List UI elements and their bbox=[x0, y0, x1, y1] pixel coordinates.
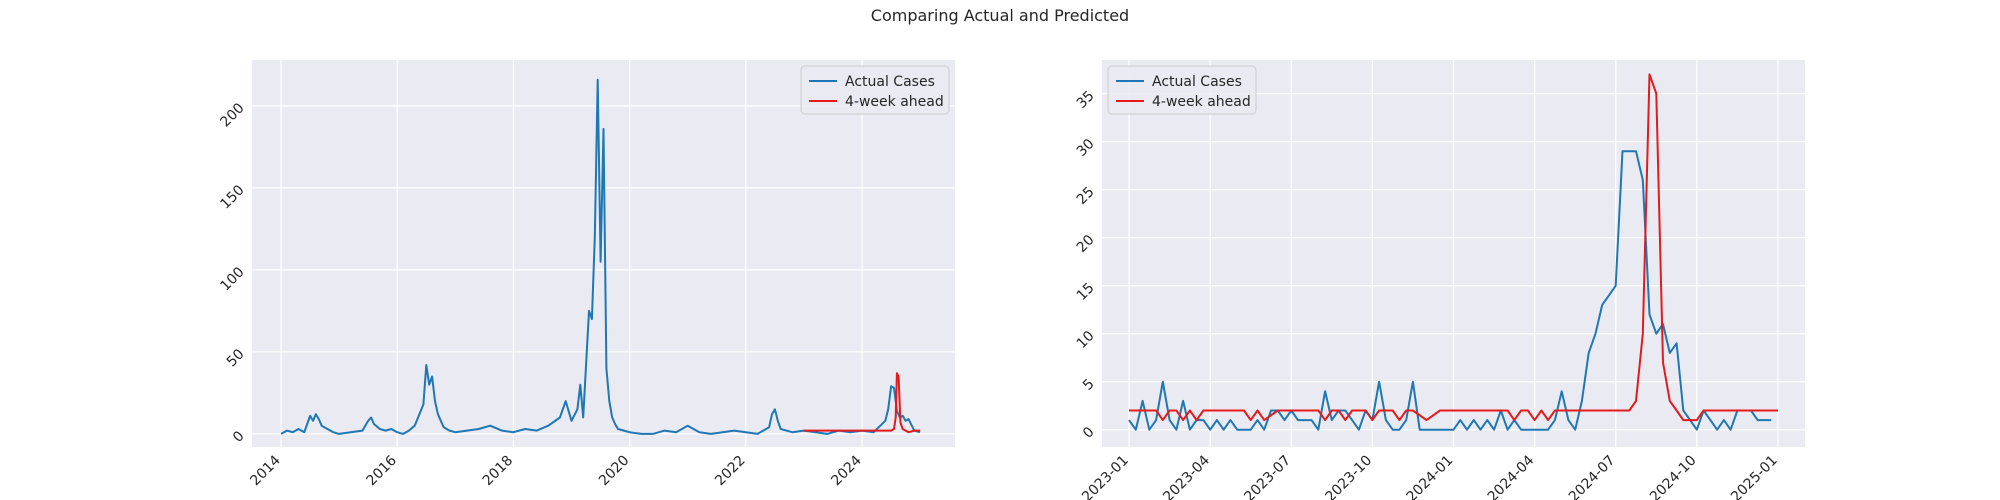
series-line-4-week-ahead bbox=[803, 372, 921, 434]
y-tick-label: 30 bbox=[1074, 136, 1098, 160]
y-tick-label: 25 bbox=[1074, 184, 1098, 208]
y-tick-label: 50 bbox=[224, 346, 248, 370]
series-line-4-week-ahead bbox=[1129, 73, 1778, 422]
x-tick-label: 2024-01 bbox=[1404, 453, 1457, 500]
y-tick-label: 150 bbox=[217, 182, 247, 212]
series-line-actual-cases bbox=[1128, 150, 1772, 431]
legend-label: Actual Cases bbox=[845, 74, 935, 90]
x-tick-label: 2023-01 bbox=[1079, 453, 1132, 500]
y-tick-label: 200 bbox=[217, 100, 247, 130]
x-tick-label: 2016 bbox=[364, 452, 401, 489]
legend: Actual Cases 4-week ahead bbox=[800, 65, 950, 115]
legend-label: 4-week ahead bbox=[1152, 94, 1251, 110]
chart-1: 2014 2016 2018 2020 2022 2024 0 50 100 150 200 Actu… bbox=[217, 60, 955, 489]
plot-area bbox=[252, 60, 955, 447]
x-tick-label: 2014 bbox=[247, 452, 284, 489]
figure-title: Comparing Actual and Predicted bbox=[870, 6, 1130, 25]
y-tick-label: 0 bbox=[230, 428, 248, 446]
y-tick-label: 100 bbox=[217, 264, 247, 294]
chart-2: 2023-01 2023-04 2023-07 2023-10 2024-01 2024-… bbox=[1074, 60, 1805, 500]
x-tick-label: 2023-10 bbox=[1323, 453, 1376, 500]
x-tick-label: 2023-07 bbox=[1241, 453, 1294, 500]
y-tick-label: 10 bbox=[1074, 328, 1098, 352]
y-tick-label: 5 bbox=[1080, 376, 1098, 394]
y-tick-label: 35 bbox=[1074, 88, 1098, 112]
x-tick-label: 2024-04 bbox=[1485, 452, 1538, 500]
legend-box bbox=[800, 65, 950, 115]
x-tick-label: 2024-10 bbox=[1647, 453, 1700, 500]
legend-label: Actual Cases bbox=[1152, 74, 1242, 90]
x-tick-label: 2022 bbox=[712, 453, 749, 490]
x-tick-label: 2020 bbox=[596, 453, 633, 490]
x-tick-label: 2018 bbox=[480, 453, 517, 490]
series-line-actual-cases bbox=[280, 78, 921, 435]
x-tick-label: 2023-04 bbox=[1160, 452, 1213, 500]
x-tick-label: 2025-01 bbox=[1728, 453, 1781, 500]
legend-box bbox=[1107, 65, 1257, 115]
x-tick-label: 2024 bbox=[828, 452, 865, 489]
legend-label: 4-week ahead bbox=[845, 94, 944, 110]
x-tick-label: 2024-07 bbox=[1566, 453, 1619, 500]
y-tick-label: 15 bbox=[1074, 280, 1098, 304]
y-tick-label: 20 bbox=[1074, 232, 1098, 256]
legend: Actual Cases 4-week ahead bbox=[1107, 65, 1257, 115]
y-tick-label: 0 bbox=[1080, 424, 1098, 442]
